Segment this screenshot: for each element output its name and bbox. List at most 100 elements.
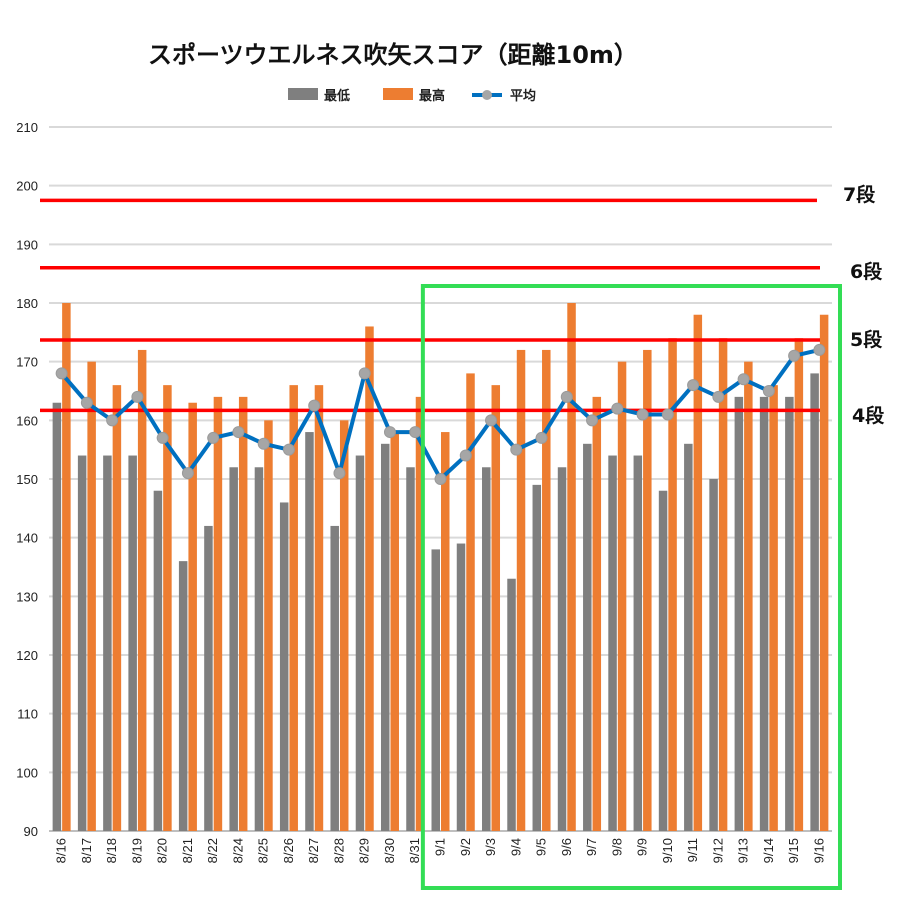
average-point [55,367,68,380]
bar-min [178,561,188,831]
x-tick-label: 9/16 [811,838,826,863]
bar-min [684,443,693,831]
y-tick-label: 120 [16,648,38,663]
bar-min [810,373,819,831]
x-tick-label: 9/11 [685,838,700,862]
average-point [687,379,700,392]
average-point [813,343,826,356]
bar-min [785,396,794,831]
bar-max [188,402,197,831]
bar-max [112,385,122,831]
average-point [661,408,674,421]
bar-max [339,420,349,831]
bar-min [355,455,365,831]
bar-max [238,396,248,831]
highlight-rect [420,284,842,890]
y-tick-label: 210 [16,120,38,135]
y-tick-label: 110 [17,707,38,722]
x-axis: 8/16 8/17 8/18 8/19 8/20 8/21 8/22 8/24 8/25 8/26… [54,838,827,863]
x-tick-label: 9/3 [483,838,498,856]
average-point [712,390,725,403]
average-point [409,426,422,439]
bar-min [734,396,744,831]
bar-max [718,338,728,831]
average-point [207,431,220,444]
average-point [737,373,750,386]
x-tick-label: 8/25 [256,838,271,863]
average-point [282,443,295,456]
average-series-line [60,347,820,481]
bar-min [204,525,213,831]
x-tick-label: 9/8 [609,838,624,856]
bar-min [709,479,718,831]
bar-max [491,385,501,831]
average-point [636,408,649,421]
rank-reference-lines: 7段 6段 5段 4段 [40,183,885,427]
y-tick-label: 180 [16,296,38,311]
x-tick-label: 9/1 [433,838,448,856]
bar-max [592,396,602,831]
legend-label: 最低 [324,88,350,104]
y-tick-label: 100 [16,765,38,780]
rank-label: 5段 [850,328,883,351]
y-tick-label: 160 [16,413,38,428]
y-tick-label: 90 [24,824,38,839]
x-tick-label: 9/5 [534,838,549,856]
bar-min [557,467,567,831]
x-tick-label: 8/28 [331,838,346,863]
bar-min [759,396,769,831]
bar-min [77,455,87,831]
legend-label: 最高 [419,88,445,104]
bar-max [567,303,576,831]
average-point [788,349,801,362]
x-tick-label: 9/12 [710,838,725,863]
y-tick-label: 130 [16,589,38,604]
bar-max [617,361,627,831]
rank-label: 7段 [843,183,876,206]
legend-swatch [383,88,413,100]
rank-label: 4段 [852,404,885,427]
x-tick-label: 8/16 [54,838,69,863]
average-point [257,437,270,450]
x-tick-label: 8/26 [281,838,296,863]
legend-label: 平均 [510,88,536,104]
x-tick-label: 8/20 [155,838,170,863]
x-tick-label: 9/9 [635,838,650,856]
x-tick-label: 8/30 [382,838,397,863]
average-point [383,426,396,439]
x-tick-label: 8/17 [79,838,94,863]
bar-min [406,467,415,831]
bar-max [819,314,829,831]
bar-min [254,467,264,831]
average-point [308,399,321,412]
bar-max [289,385,298,831]
bar-min [380,443,390,831]
chart-title: スポーツウエルネス吹矢スコア（距離10m） [148,41,638,69]
bar-max [466,373,475,831]
average-point [459,449,472,462]
average-point [181,467,194,480]
average-line [55,343,826,485]
x-tick-label: 8/29 [357,838,372,863]
average-point [358,367,371,380]
bar-min [229,467,238,831]
bar-min [658,490,668,831]
bar-min [305,432,314,831]
bar-max [441,432,450,831]
average-point [510,443,523,456]
bar-min [532,484,542,831]
bar-max [415,396,425,831]
average-point [80,396,93,409]
average-point [434,473,447,485]
x-tick-label: 9/13 [736,838,751,863]
bar-min [633,455,643,831]
average-point [535,431,548,444]
average-point [586,414,599,427]
bar-max [744,361,753,831]
x-tick-label: 9/10 [660,838,675,863]
bar-min [482,467,491,831]
average-point [762,385,775,397]
bar-max [87,361,96,831]
x-tick-label: 9/2 [458,838,473,856]
